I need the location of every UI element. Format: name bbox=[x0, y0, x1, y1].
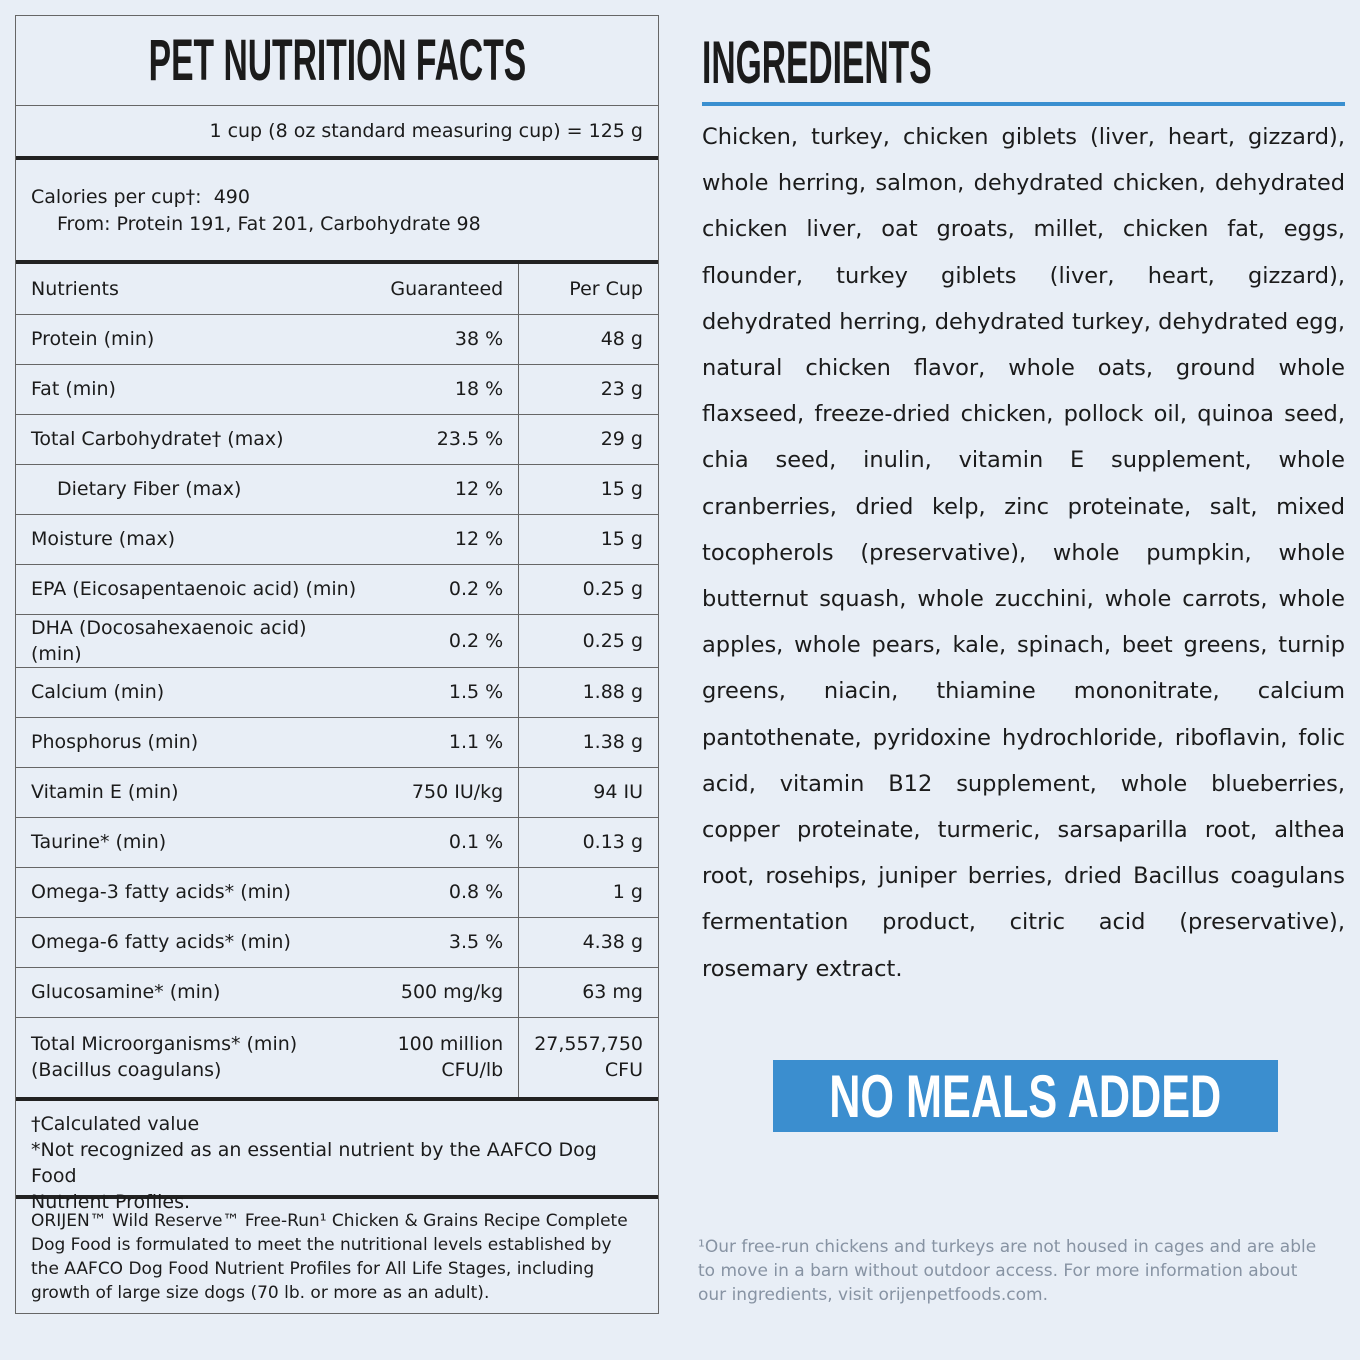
nutrient-cell: 1 g bbox=[518, 867, 658, 918]
nutrient-cell: Protein (min) bbox=[16, 314, 376, 365]
nutrient-cell: 27,557,750 CFU bbox=[518, 1017, 658, 1101]
nutrient-cell: 0.2 % bbox=[375, 614, 519, 668]
nutrient-cell: 0.25 g bbox=[518, 564, 658, 615]
nutrient-row: EPA (Eicosapentaenoic acid) (min) 0.2 % 0.… bbox=[16, 564, 658, 615]
nutrient-row: Calcium (min) 1.5 % 1.88 g bbox=[16, 667, 658, 718]
nutrient-cell: 0.1 % bbox=[375, 817, 519, 868]
nutrient-cell: 94 IU bbox=[518, 767, 658, 818]
title-rule bbox=[702, 102, 1345, 106]
nutrient-cell: 23 g bbox=[518, 364, 658, 415]
nutrient-cell: Vitamin E (min) bbox=[16, 767, 376, 818]
nutrient-row: Glucosamine* (min) 500 mg/kg 63 mg bbox=[16, 967, 658, 1018]
nutrient-cell: 38 % bbox=[375, 314, 519, 365]
header-cell: Guaranteed bbox=[375, 264, 519, 315]
nutrition-title-box: PET NUTRITION FACTS bbox=[16, 16, 658, 106]
calories-line: Calories per cup†: 490 bbox=[31, 184, 643, 211]
nutrient-cell: 63 mg bbox=[518, 967, 658, 1018]
badge-text: NO MEALS ADDED bbox=[829, 1062, 1222, 1130]
calories-label: Calories per cup†: bbox=[31, 186, 202, 208]
nutrient-cell: 29 g bbox=[518, 414, 658, 465]
nutrient-cell: Omega-3 fatty acids* (min) bbox=[16, 867, 376, 918]
nutrient-cell: Glucosamine* (min) bbox=[16, 967, 376, 1018]
nutrient-cell: 12 % bbox=[375, 464, 519, 515]
nutrient-row: Protein (min) 38 % 48 g bbox=[16, 314, 658, 365]
nutrient-cell: 3.5 % bbox=[375, 917, 519, 968]
serving-size: 1 cup (8 oz standard measuring cup) = 12… bbox=[16, 106, 658, 160]
nutrient-cell: Dietary Fiber (max) bbox=[16, 464, 376, 515]
nutrient-cell: 100 million CFU/lb bbox=[375, 1017, 519, 1101]
nutrient-cell: 0.8 % bbox=[375, 867, 519, 918]
calories-from: From: Protein 191, Fat 201, Carbohydrate… bbox=[57, 213, 481, 235]
nutrient-cell: Taurine* (min) bbox=[16, 817, 376, 868]
nutrient-cell: Total Microorganisms* (min) (Bacillus co… bbox=[16, 1017, 376, 1101]
footnote: *Not recognized as an essential nutrient… bbox=[31, 1139, 597, 1213]
nutrient-cell: 4.38 g bbox=[518, 917, 658, 968]
nutrient-cell: 48 g bbox=[518, 314, 658, 365]
nutrient-cell: 0.2 % bbox=[375, 564, 519, 615]
footnotes: †Calculated value *Not recognized as an e… bbox=[16, 1101, 658, 1213]
nutrient-row: Taurine* (min) 0.1 % 0.13 g bbox=[16, 817, 658, 868]
nutrient-cell: 1.88 g bbox=[518, 667, 658, 718]
footnote: †Calculated value bbox=[31, 1113, 200, 1135]
header-row: Nutrients Guaranteed Per Cup bbox=[16, 264, 658, 315]
aafco-statement: ORIJEN™ Wild Reserve™ Free-Run¹ Chicken … bbox=[31, 1211, 628, 1303]
nutrient-cell: 0.25 g bbox=[518, 614, 658, 668]
calories: Calories per cup†: 490 From: Protein 191… bbox=[16, 160, 658, 264]
nutrient-cell: 1.1 % bbox=[375, 717, 519, 768]
nutrient-cell: 12 % bbox=[375, 514, 519, 565]
nutrient-cell: Moisture (max) bbox=[16, 514, 376, 565]
header-cell: Nutrients bbox=[16, 264, 376, 315]
nutrient-cell: Fat (min) bbox=[16, 364, 376, 415]
nutrition-title: PET NUTRITION FACTS bbox=[148, 28, 526, 93]
ingredients-text: Chicken, turkey, chicken giblets (liver,… bbox=[702, 124, 1345, 982]
nutrient-row: Fat (min) 18 % 23 g bbox=[16, 364, 658, 415]
nutrient-row: Total Carbohydrate† (max) 23.5 % 29 g bbox=[16, 414, 658, 465]
nutrient-cell: 1.38 g bbox=[518, 717, 658, 768]
nutrient-cell: EPA (Eicosapentaenoic acid) (min) bbox=[16, 564, 376, 615]
nutrient-row: Total Microorganisms* (min) (Bacillus co… bbox=[16, 1017, 658, 1101]
nutrient-cell: 23.5 % bbox=[375, 414, 519, 465]
nutrient-cell: Phosphorus (min) bbox=[16, 717, 376, 768]
nutrient-cell: 0.13 g bbox=[518, 817, 658, 868]
nutrient-row: Omega-6 fatty acids* (min) 3.5 % 4.38 g bbox=[16, 917, 658, 968]
header-cell: Per Cup bbox=[518, 264, 658, 315]
ingredients-title-box: INGREDIENTS bbox=[702, 28, 1102, 98]
nutrient-row: Vitamin E (min) 750 IU/kg 94 IU bbox=[16, 767, 658, 818]
nutrient-cell: 1.5 % bbox=[375, 667, 519, 718]
nutrient-table: Nutrients Guaranteed Per Cup Protein (min) 3… bbox=[16, 264, 658, 1101]
nutrient-cell: 500 mg/kg bbox=[375, 967, 519, 1018]
nutrition-panel: PET NUTRITION FACTS 1 cup (8 oz standard… bbox=[15, 15, 659, 1314]
nutrient-row: Phosphorus (min) 1.1 % 1.38 g bbox=[16, 717, 658, 768]
nutrient-cell: Omega-6 fatty acids* (min) bbox=[16, 917, 376, 968]
nutrient-cell: Total Carbohydrate† (max) bbox=[16, 414, 376, 465]
nutrient-cell: DHA (Docosahexaenoic acid) (min) bbox=[16, 614, 376, 668]
ingredients-title: INGREDIENTS bbox=[702, 29, 932, 96]
ingredients-footnote: ¹Our free-run chickens and turkeys are n… bbox=[698, 1237, 1317, 1305]
nutrient-row: Omega-3 fatty acids* (min) 0.8 % 1 g bbox=[16, 867, 658, 918]
nutrient-row: Dietary Fiber (max) 12 % 15 g bbox=[16, 464, 658, 515]
badge: NO MEALS ADDED bbox=[773, 1060, 1278, 1132]
nutrient-cell: 15 g bbox=[518, 464, 658, 515]
nutrient-cell: 15 g bbox=[518, 514, 658, 565]
nutrient-row: Moisture (max) 12 % 15 g bbox=[16, 514, 658, 565]
calories-value: 490 bbox=[213, 186, 250, 208]
nutrient-cell: Calcium (min) bbox=[16, 667, 376, 718]
nutrient-row: DHA (Docosahexaenoic acid) (min) 0.2 % 0.2… bbox=[16, 614, 658, 668]
nutrient-cell: 750 IU/kg bbox=[375, 767, 519, 818]
nutrient-cell: 18 % bbox=[375, 364, 519, 415]
